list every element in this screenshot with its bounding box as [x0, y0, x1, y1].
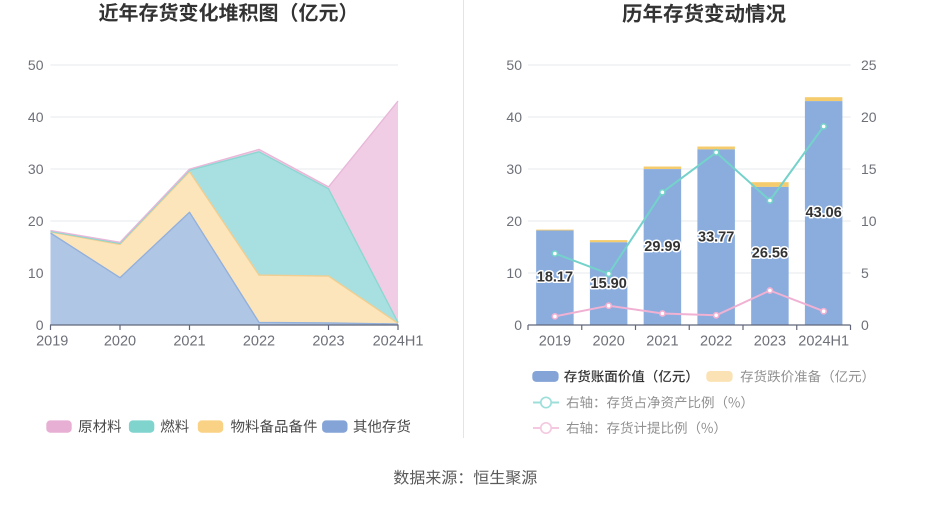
svg-text:2023: 2023 [312, 334, 344, 350]
svg-text:2022: 2022 [700, 334, 732, 350]
svg-text:2021: 2021 [646, 334, 678, 350]
svg-text:2024H1: 2024H1 [798, 334, 849, 350]
svg-text:2021: 2021 [173, 334, 205, 350]
svg-text:26.56: 26.56 [752, 246, 788, 262]
svg-text:0: 0 [514, 317, 522, 333]
svg-text:50: 50 [28, 57, 44, 73]
svg-text:15.90: 15.90 [591, 276, 627, 292]
svg-text:43.06: 43.06 [806, 205, 842, 221]
svg-text:18.17: 18.17 [537, 270, 573, 286]
svg-text:10: 10 [861, 213, 877, 229]
svg-text:29.99: 29.99 [644, 239, 680, 255]
svg-text:20: 20 [28, 213, 44, 229]
svg-text:2020: 2020 [593, 334, 625, 350]
svg-text:2020: 2020 [104, 334, 136, 350]
svg-text:20: 20 [861, 109, 877, 125]
svg-text:30: 30 [28, 161, 44, 177]
svg-text:10: 10 [28, 265, 44, 281]
svg-text:10: 10 [506, 265, 522, 281]
svg-text:2024H1: 2024H1 [373, 334, 424, 350]
svg-text:33.77: 33.77 [698, 229, 734, 245]
svg-text:5: 5 [861, 265, 869, 281]
svg-text:2023: 2023 [754, 334, 786, 350]
svg-text:2019: 2019 [36, 334, 68, 350]
svg-text:30: 30 [506, 161, 522, 177]
svg-text:25: 25 [861, 57, 877, 73]
svg-text:50: 50 [506, 57, 522, 73]
svg-text:0: 0 [36, 317, 44, 333]
svg-text:40: 40 [28, 109, 44, 125]
svg-text:2019: 2019 [539, 334, 571, 350]
svg-text:40: 40 [506, 109, 522, 125]
svg-text:0: 0 [861, 317, 869, 333]
svg-text:15: 15 [861, 161, 877, 177]
svg-text:20: 20 [506, 213, 522, 229]
svg-text:2022: 2022 [243, 334, 275, 350]
